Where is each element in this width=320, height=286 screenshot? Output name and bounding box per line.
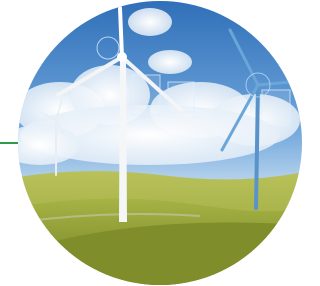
photo [0, 0, 303, 286]
page: (() => { const data = JSON.parse(documen… [0, 0, 303, 286]
wind-turbine-image [0, 0, 303, 286]
